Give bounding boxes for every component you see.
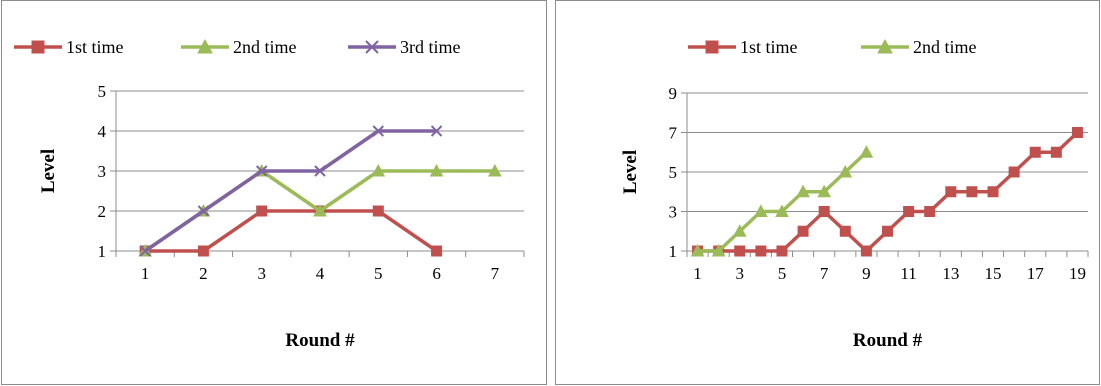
y-tick-label: 9 (669, 84, 678, 103)
y-tick-label: 7 (669, 124, 678, 143)
chart-panel-right: 1 3 5 7 9 1 3 5 7 9 11 13 15 17 19 Round # Level 1st time… (555, 0, 1100, 385)
data-point-1st-time (924, 206, 936, 217)
y-axis-title: Level (38, 149, 59, 193)
x-tick-label: 15 (985, 264, 1002, 283)
data-point-2nd-time (732, 224, 747, 237)
data-point-1st-time (431, 245, 443, 257)
y-tick-label: 2 (98, 202, 107, 221)
chart-panel-left: 1 2 3 4 5 1 2 3 4 5 6 7 Round # Level 1st time 2nd time… (1, 0, 547, 385)
x-tick-label: 3 (257, 264, 266, 283)
data-point-3rd-time (372, 125, 384, 137)
data-point-2nd-time (838, 164, 853, 178)
data-point-1st-time (776, 245, 788, 257)
legend-label-2nd-time: 2nd time (913, 37, 977, 57)
data-point-1st-time (1071, 127, 1083, 138)
x-axis-title: Round # (285, 330, 355, 351)
data-point-1st-time (882, 225, 893, 237)
data-point-2nd-time (429, 163, 444, 177)
x-tick-label: 3 (736, 264, 745, 283)
data-point-2nd-time (690, 243, 705, 257)
y-tick-label: 1 (98, 242, 107, 261)
data-point-3rd-time (256, 165, 268, 177)
x-tick-label: 4 (316, 264, 325, 283)
x-tick-label: 19 (1069, 264, 1086, 283)
data-point-1st-time (1008, 166, 1020, 178)
legend-label-1st-time: 1st time (66, 37, 124, 57)
x-tick-label: 9 (862, 264, 871, 283)
y-tick-label: 3 (669, 203, 678, 222)
data-point-1st-time (903, 206, 915, 217)
data-point-1st-time (966, 186, 978, 198)
data-point-1st-time (987, 186, 999, 198)
data-point-3rd-time (139, 245, 151, 257)
data-point-2nd-time (371, 163, 386, 177)
data-point-1st-time (1050, 146, 1062, 158)
x-tick-label: 7 (820, 264, 829, 283)
x-tick-label: 5 (374, 264, 383, 283)
y-tick-label: 1 (669, 242, 678, 261)
data-point-1st-time (256, 205, 268, 217)
data-point-2nd-time (817, 184, 832, 198)
legend-marker-2nd-time (877, 38, 893, 54)
data-point-1st-time (860, 245, 872, 257)
x-tick-label: 13 (942, 264, 959, 283)
data-point-3rd-time (314, 165, 326, 177)
data-point-2nd-time (775, 204, 789, 217)
data-point-3rd-time (430, 125, 443, 137)
series-line-3rd-time (144, 129, 437, 253)
data-point-1st-time (839, 225, 851, 237)
x-tick-label: 1 (693, 264, 702, 283)
legend-marker-2nd-time (197, 38, 213, 54)
data-point-1st-time (945, 186, 957, 198)
data-point-2nd-time (754, 204, 768, 217)
legend-marker-1st-time (31, 40, 45, 54)
data-point-2nd-time (313, 203, 327, 217)
legend-marker-3rd-time (365, 40, 379, 54)
x-tick-label: 11 (900, 264, 916, 283)
data-point-2nd-time (711, 243, 726, 257)
y-tick-label: 3 (98, 162, 107, 181)
x-tick-label: 2 (199, 264, 208, 283)
x-axis-title: Round # (853, 330, 923, 351)
legend-label-3rd-time: 3rd time (400, 37, 461, 57)
data-point-2nd-time (859, 145, 874, 158)
data-point-2nd-time (488, 163, 502, 177)
data-point-3rd-time (197, 205, 210, 217)
data-point-1st-time (797, 225, 809, 237)
legend-label-1st-time: 1st time (740, 37, 798, 57)
y-tick-label: 5 (98, 82, 107, 101)
data-point-2nd-time (796, 184, 810, 198)
x-tick-label: 17 (1027, 264, 1045, 283)
data-point-1st-time (372, 205, 384, 217)
line-chart-left: 1 2 3 4 5 1 2 3 4 5 6 7 Round # Level 1st time 2nd time… (14, 37, 525, 351)
data-point-1st-time (1029, 146, 1041, 158)
series-line-1st-time (145, 209, 438, 253)
data-point-1st-time (818, 206, 830, 217)
x-tick-label: 5 (778, 264, 787, 283)
y-tick-label: 5 (669, 163, 678, 182)
x-tick-label: 7 (491, 264, 500, 283)
legend-marker-1st-time (705, 40, 719, 54)
data-point-1st-time (734, 245, 746, 257)
y-axis-title: Level (620, 150, 641, 194)
data-point-1st-time (197, 245, 209, 257)
data-point-1st-time (755, 245, 767, 257)
x-tick-label: 6 (432, 264, 441, 283)
x-tick-label: 1 (141, 264, 150, 283)
y-tick-label: 4 (98, 122, 107, 141)
legend-label-2nd-time: 2nd time (233, 37, 297, 57)
